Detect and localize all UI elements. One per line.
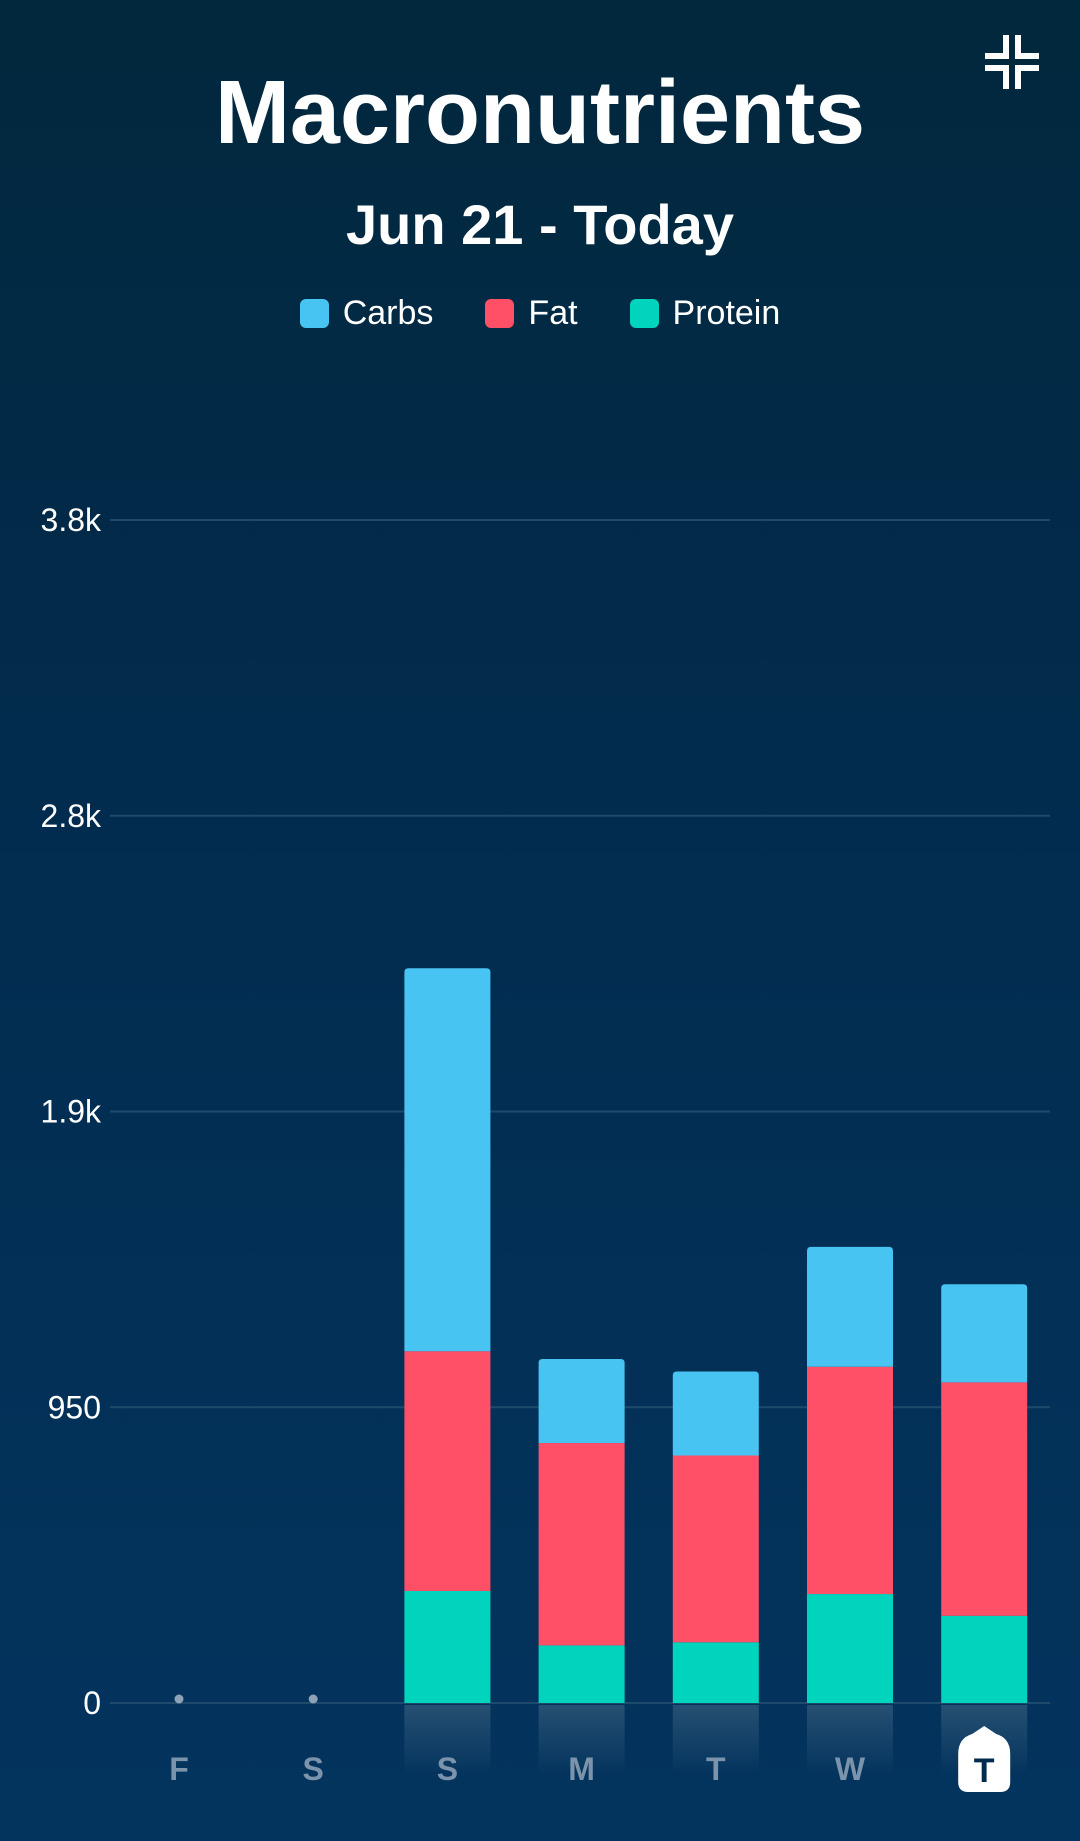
- legend-swatch-carbs: [299, 299, 329, 328]
- bar-segment-protein: [941, 1615, 1028, 1703]
- bar-stack[interactable]: [538, 1358, 625, 1703]
- empty-day-dot: [308, 1694, 318, 1704]
- bar-segment-carbs: [404, 968, 491, 1352]
- legend-item-fat: Fat: [485, 294, 578, 333]
- bar-segment-carbs: [538, 1358, 625, 1444]
- y-tick-label: 2.8k: [41, 798, 102, 834]
- page-title: Macronutrients: [214, 63, 866, 163]
- x-day-label[interactable]: W: [835, 1751, 866, 1787]
- bar-segment-fat: [941, 1382, 1028, 1616]
- date-range-subtitle: Jun 21 - Today: [346, 193, 734, 256]
- empty-day-dot: [174, 1694, 184, 1704]
- bar-stack[interactable]: [404, 968, 491, 1703]
- bar-segment-protein: [807, 1594, 893, 1703]
- legend-item-protein: Protein: [629, 294, 781, 333]
- bar-segment-protein: [538, 1645, 625, 1703]
- legend-swatch-protein: [629, 299, 659, 328]
- y-tick-label: 950: [48, 1389, 101, 1425]
- bar-segment-fat: [807, 1366, 893, 1595]
- collapse-button[interactable]: [984, 34, 1040, 90]
- bar-reflection: [404, 1705, 491, 1775]
- bar-stack[interactable]: [672, 1371, 759, 1703]
- y-tick-label: 0: [83, 1685, 101, 1721]
- bar-segment-protein: [672, 1642, 759, 1703]
- bar-segment-carbs: [941, 1284, 1028, 1383]
- chart-legend: Carbs Fat Protein: [0, 294, 1080, 333]
- bar-stack[interactable]: [807, 1246, 893, 1703]
- bar-segment-fat: [404, 1351, 491, 1591]
- legend-label-protein: Protein: [672, 294, 781, 332]
- x-day-label[interactable]: T: [706, 1751, 726, 1787]
- legend-label-fat: Fat: [528, 294, 578, 332]
- x-day-label[interactable]: S: [437, 1751, 458, 1787]
- bar-segment-fat: [538, 1443, 625, 1646]
- bar-segment-fat: [672, 1455, 759, 1643]
- bar-segment-protein: [404, 1590, 491, 1703]
- x-day-label[interactable]: F: [169, 1751, 189, 1787]
- y-tick-label: 3.8k: [41, 502, 102, 538]
- legend-swatch-fat: [485, 299, 515, 328]
- legend-label-carbs: Carbs: [342, 294, 434, 332]
- today-marker[interactable]: [958, 1726, 1011, 1792]
- x-day-label[interactable]: M: [568, 1751, 595, 1787]
- x-day-label: T: [974, 1752, 995, 1790]
- bar-reflection: [672, 1705, 759, 1775]
- legend-item-carbs: Carbs: [299, 294, 434, 333]
- x-day-label[interactable]: S: [303, 1751, 324, 1787]
- bar-reflection: [807, 1705, 893, 1775]
- collapse-icon: [985, 35, 1039, 89]
- bar-reflection: [538, 1705, 625, 1775]
- bar-stack[interactable]: [941, 1284, 1028, 1703]
- bar-segment-carbs: [807, 1246, 893, 1367]
- y-tick-label: 1.9k: [41, 1094, 102, 1130]
- bar-segment-carbs: [672, 1371, 759, 1456]
